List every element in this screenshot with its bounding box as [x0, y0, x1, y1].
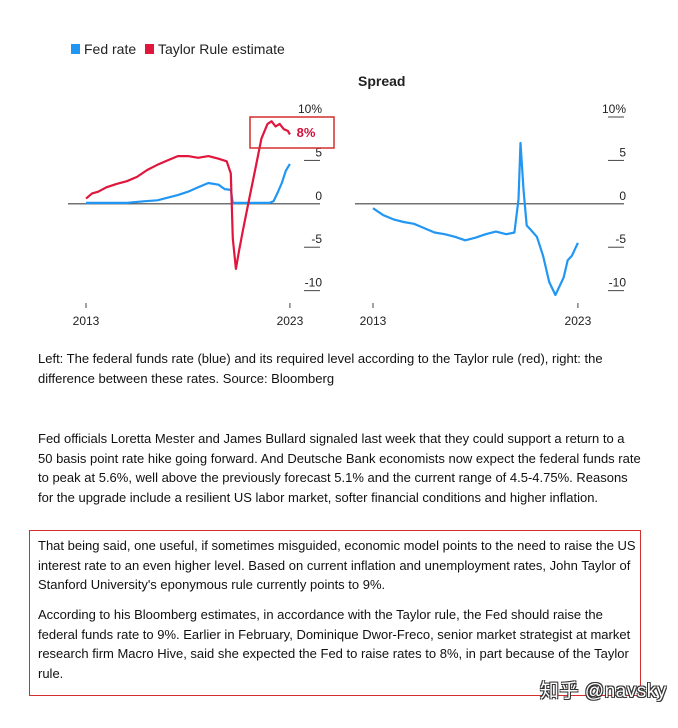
right-y-tick-label: -10 — [609, 276, 627, 290]
watermark: 知乎 @navsky — [540, 681, 667, 702]
left-y-tick-label: 5 — [315, 145, 322, 159]
figure-caption: Left: The federal funds rate (blue) and … — [38, 351, 603, 386]
callout-box — [249, 116, 335, 149]
legend-label-fed-rate: Fed rate — [84, 41, 136, 57]
left-y-tick-label: 10% — [298, 102, 322, 116]
right-x-tick-label: 2013 — [360, 314, 387, 328]
legend-label-taylor-rule: Taylor Rule estimate — [158, 41, 285, 57]
right-y-tick-label: 10% — [602, 102, 626, 116]
right-y-tick-label: 5 — [619, 145, 626, 159]
right-y-tick-label: -5 — [615, 232, 626, 246]
right-x-tick-label: 2023 — [565, 314, 592, 328]
left-series-fed-rate — [86, 163, 291, 204]
paragraph-taylor-rule: That being said, one useful, if sometime… — [38, 538, 636, 592]
right-series-spread — [372, 141, 579, 297]
legend-swatch-taylor-rule — [145, 44, 154, 54]
left-y-tick-label: -10 — [305, 276, 323, 290]
left-rates-chart: 10% 5 0 -5 -10 2013 2023 8% — [68, 102, 335, 328]
left-y-tick-label: 0 — [315, 189, 322, 203]
charts-figure: Fed rate Taylor Rule estimate Spread 10%… — [68, 41, 626, 328]
callout-label: 8% — [297, 125, 316, 140]
right-spread-chart: 10% 5 0 -5 -10 2013 2023 — [355, 102, 626, 328]
left-x-tick-label: 2023 — [277, 314, 304, 328]
chart-legend: Fed rate Taylor Rule estimate — [71, 41, 285, 57]
left-y-tick-label: -5 — [311, 232, 322, 246]
spread-chart-title: Spread — [358, 73, 405, 89]
highlight-box — [29, 530, 641, 696]
legend-swatch-fed-rate — [71, 44, 80, 54]
left-x-tick-label: 2013 — [73, 314, 100, 328]
paragraph-deutsche-bank: Fed officials Loretta Mester and James B… — [38, 431, 641, 505]
paragraph-bloomberg-estimates: According to his Bloomberg estimates, in… — [38, 607, 631, 681]
right-y-tick-label: 0 — [619, 189, 626, 203]
left-series-taylor-rule-estimate — [85, 120, 291, 270]
